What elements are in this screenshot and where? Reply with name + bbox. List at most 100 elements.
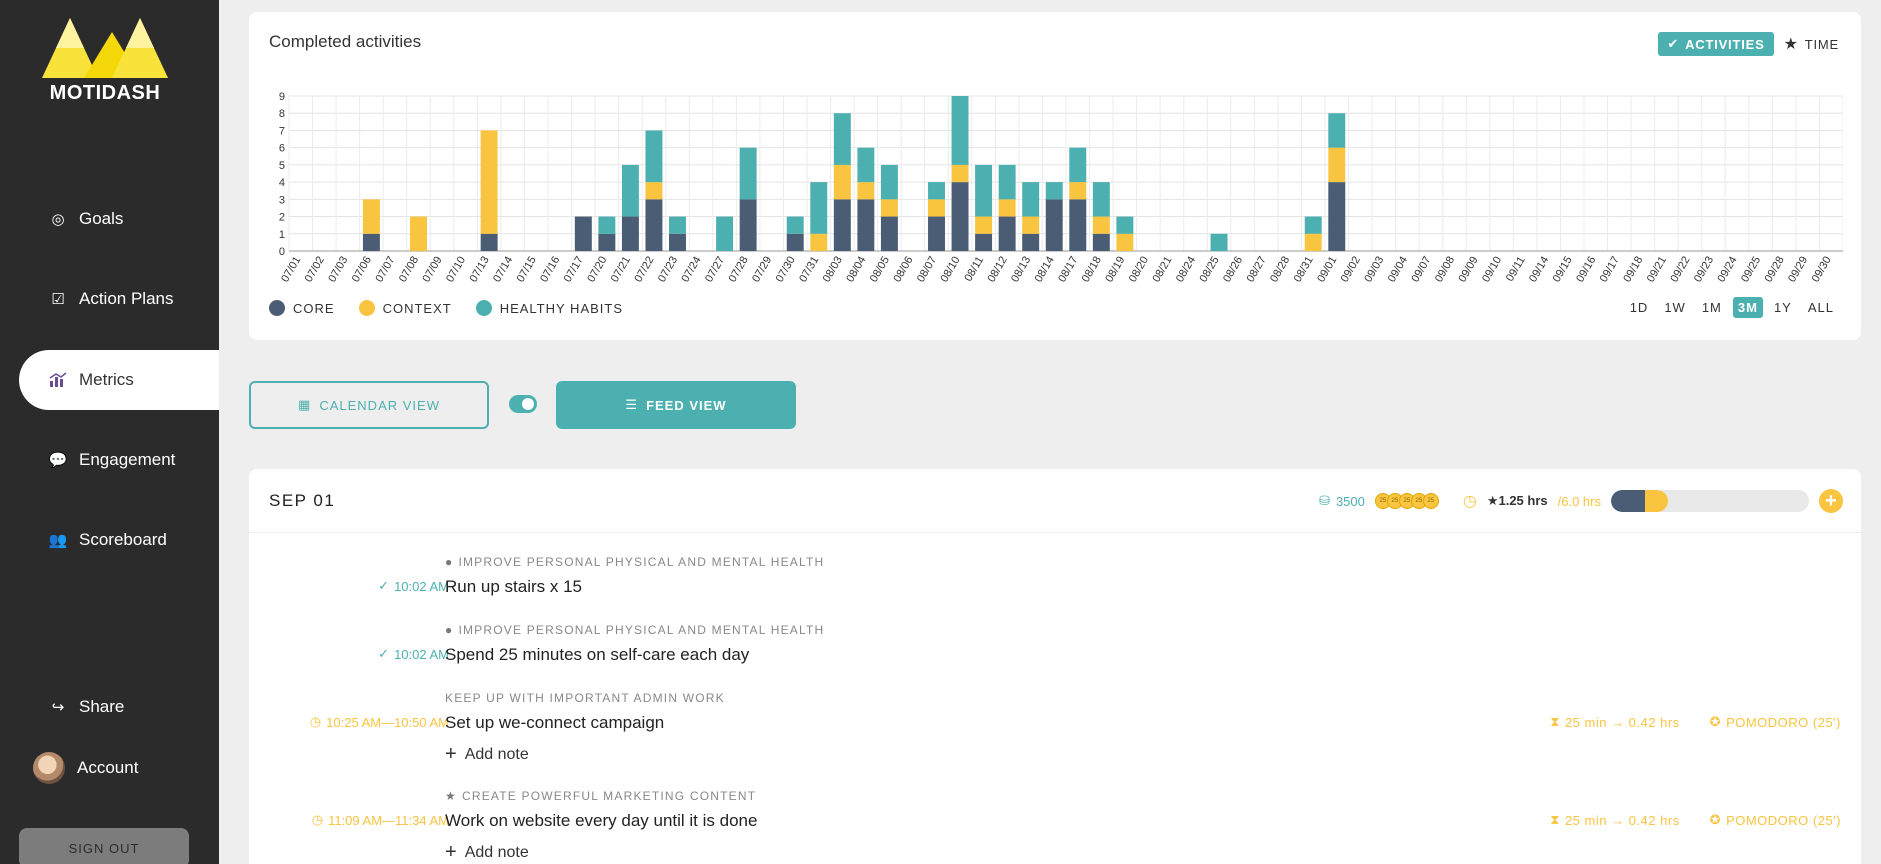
bar-core-08-12[interactable] bbox=[998, 216, 1016, 251]
bar-healthy-habits-08-13[interactable] bbox=[1022, 182, 1040, 217]
bar-healthy-habits-08-12[interactable] bbox=[998, 164, 1016, 200]
bar-healthy-habits-07-30[interactable] bbox=[786, 216, 804, 234]
bar-core-08-13[interactable] bbox=[1022, 233, 1040, 251]
bar-core-07-23[interactable] bbox=[669, 233, 686, 251]
bar-context-08-10[interactable] bbox=[951, 164, 969, 183]
time-toggle[interactable]: ★ TIME bbox=[1784, 34, 1839, 54]
bar-core-08-10[interactable] bbox=[951, 182, 969, 251]
view-switch[interactable] bbox=[509, 395, 537, 413]
bar-healthy-habits-08-17[interactable] bbox=[1069, 147, 1087, 183]
range-3m[interactable]: 3M bbox=[1732, 297, 1763, 318]
bar-context-07-31[interactable] bbox=[810, 233, 828, 251]
bar-healthy-habits-07-22[interactable] bbox=[645, 130, 663, 183]
range-all[interactable]: ALL bbox=[1807, 300, 1834, 315]
bar-core-07-13[interactable] bbox=[480, 233, 498, 251]
bar-healthy-habits-07-31[interactable] bbox=[810, 182, 828, 234]
bar-healthy-habits-08-03[interactable] bbox=[833, 113, 851, 165]
bar-context-08-05[interactable] bbox=[880, 199, 898, 217]
bar-context-07-08[interactable] bbox=[410, 216, 427, 251]
bar-core-08-14[interactable] bbox=[1045, 199, 1063, 251]
bar-context-09-01[interactable] bbox=[1328, 147, 1346, 183]
legend-item-healthy-habits[interactable]: HEALTHY HABITS bbox=[475, 300, 623, 316]
sidebar-item-share[interactable]: ↪ Share bbox=[19, 677, 219, 737]
sidebar-item-action-plans[interactable]: ☑ Action Plans bbox=[19, 269, 219, 329]
star-icon: ★ bbox=[445, 789, 457, 803]
bar-healthy-habits-08-14[interactable] bbox=[1045, 182, 1063, 200]
range-1d[interactable]: 1D bbox=[1629, 300, 1649, 315]
bar-context-08-19[interactable] bbox=[1116, 233, 1134, 251]
sidebar-item-metrics[interactable]: Metrics bbox=[19, 350, 219, 410]
bar-context-07-06[interactable] bbox=[362, 199, 380, 234]
bar-core-08-04[interactable] bbox=[857, 199, 875, 251]
bar-healthy-habits-08-04[interactable] bbox=[857, 147, 875, 183]
bar-core-07-17[interactable] bbox=[574, 216, 592, 251]
legend-item-core[interactable]: CORE bbox=[269, 300, 335, 316]
add-activity-button[interactable]: + bbox=[1819, 489, 1843, 513]
bar-core-08-17[interactable] bbox=[1069, 199, 1087, 251]
add-note-button[interactable]: + Add note bbox=[445, 743, 529, 766]
bar-core-08-11[interactable] bbox=[975, 233, 993, 251]
bar-healthy-habits-08-19[interactable] bbox=[1116, 216, 1134, 234]
bar-core-07-28[interactable] bbox=[739, 199, 757, 251]
clock-icon: ◷ bbox=[309, 714, 322, 729]
legend-swatch bbox=[358, 300, 375, 316]
bar-context-08-03[interactable] bbox=[833, 164, 851, 200]
bar-core-07-30[interactable] bbox=[786, 233, 804, 251]
bar-healthy-habits-07-23[interactable] bbox=[669, 216, 686, 234]
bar-core-09-01[interactable] bbox=[1328, 182, 1346, 251]
bar-healthy-habits-08-18[interactable] bbox=[1092, 182, 1110, 217]
bar-healthy-habits-07-21[interactable] bbox=[621, 164, 639, 217]
bar-healthy-habits-08-07[interactable] bbox=[928, 182, 945, 200]
bar-healthy-habits-08-05[interactable] bbox=[880, 164, 898, 200]
bar-core-08-07[interactable] bbox=[928, 216, 945, 251]
range-1m[interactable]: 1M bbox=[1701, 300, 1722, 315]
bar-core-08-05[interactable] bbox=[880, 216, 898, 251]
bar-core-08-03[interactable] bbox=[833, 199, 851, 251]
bar-core-08-18[interactable] bbox=[1092, 233, 1110, 251]
legend-item-context[interactable]: CONTEXT bbox=[358, 300, 452, 316]
bar-healthy-habits-08-31[interactable] bbox=[1304, 216, 1322, 234]
bar-context-08-04[interactable] bbox=[857, 182, 875, 200]
bar-core-07-06[interactable] bbox=[362, 233, 380, 251]
bar-core-07-22[interactable] bbox=[645, 199, 663, 251]
bar-core-07-20[interactable] bbox=[598, 233, 616, 251]
bar-context-07-22[interactable] bbox=[645, 182, 663, 200]
sidebar-item-goals[interactable]: ◎ Goals bbox=[19, 189, 219, 249]
add-note-button[interactable]: + Add note bbox=[445, 841, 529, 864]
x-tick-label: 08/04 bbox=[844, 255, 868, 285]
sign-out-button[interactable]: SIGN OUT bbox=[19, 828, 189, 864]
bar-context-08-13[interactable] bbox=[1022, 216, 1040, 234]
range-1y[interactable]: 1Y bbox=[1773, 300, 1792, 315]
x-tick-label: 07/07 bbox=[373, 255, 397, 285]
x-tick-label: 09/29 bbox=[1786, 255, 1810, 285]
bar-context-08-31[interactable] bbox=[1304, 233, 1322, 251]
bar-healthy-habits-07-28[interactable] bbox=[739, 147, 757, 200]
activities-toggle[interactable]: ✔ ACTIVITIES bbox=[1658, 32, 1774, 56]
bar-context-07-13[interactable] bbox=[480, 130, 498, 234]
list-icon: ☰ bbox=[625, 397, 639, 412]
x-tick-label: 08/20 bbox=[1127, 255, 1151, 285]
bar-context-08-18[interactable] bbox=[1092, 216, 1110, 234]
calendar-view-button[interactable]: ▦ CALENDAR VIEW bbox=[249, 381, 489, 429]
time-toggle-label: TIME bbox=[1804, 36, 1839, 52]
bar-context-08-12[interactable] bbox=[998, 199, 1016, 217]
logo[interactable]: MOTIDASH bbox=[40, 14, 170, 110]
sidebar-item-scoreboard[interactable]: 👥 Scoreboard bbox=[19, 510, 219, 570]
feed-view-button[interactable]: ☰ FEED VIEW bbox=[556, 381, 796, 429]
sidebar-item-account[interactable]: Account bbox=[19, 738, 219, 798]
bar-healthy-habits-08-25[interactable] bbox=[1210, 233, 1228, 251]
y-tick-label: 7 bbox=[279, 125, 285, 137]
bar-context-08-11[interactable] bbox=[975, 216, 993, 234]
bar-healthy-habits-09-01[interactable] bbox=[1328, 113, 1346, 148]
bar-healthy-habits-07-27[interactable] bbox=[716, 216, 734, 251]
bar-context-08-17[interactable] bbox=[1069, 182, 1087, 200]
bar-healthy-habits-08-11[interactable] bbox=[975, 164, 993, 217]
pomodoro-icon: ✪ bbox=[1709, 812, 1722, 827]
bar-core-07-21[interactable] bbox=[621, 216, 639, 251]
range-1w[interactable]: 1W bbox=[1664, 300, 1686, 315]
bar-healthy-habits-07-20[interactable] bbox=[598, 216, 616, 234]
bar-healthy-habits-08-10[interactable] bbox=[951, 96, 969, 165]
sidebar-item-engagement[interactable]: 💬 Engagement bbox=[19, 430, 219, 490]
x-tick-label: 07/20 bbox=[585, 255, 609, 285]
bar-context-08-07[interactable] bbox=[928, 199, 945, 217]
